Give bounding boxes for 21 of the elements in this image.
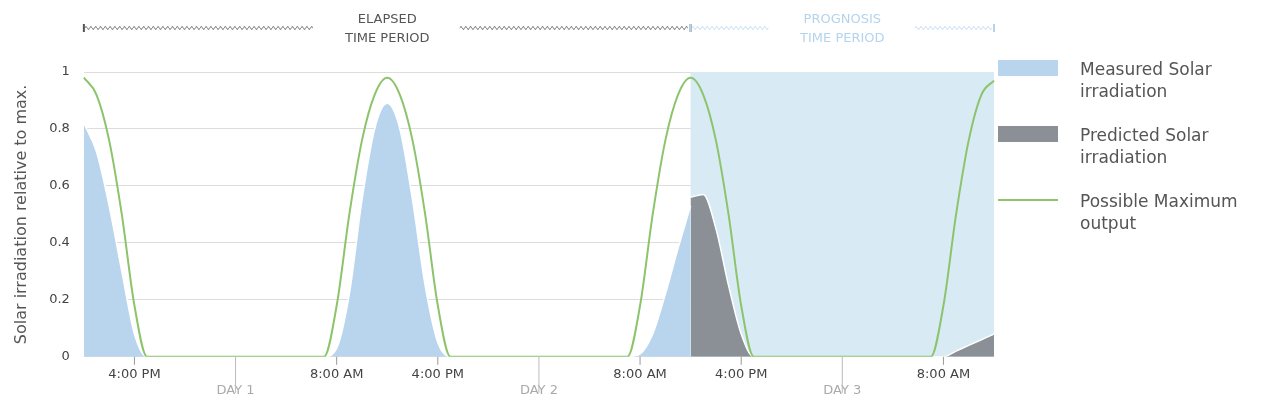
legend-label: Measured Solar irradiation [1080,58,1213,102]
x-tick-label: 4:00 PM [411,365,465,381]
y-tick-label: 0 [61,348,70,364]
text: PROGNOSIS TIME PERIOD [799,10,885,45]
legend-label: Predicted Solar irradiation [1080,124,1210,168]
text: ELAPSED TIME PERIOD [344,10,430,45]
x-tick-label: 4:00 PM [108,365,161,381]
x-tick-label: 8:00 AM [613,365,667,381]
x-tick-label: DAY 3 [823,381,862,397]
x-tick-label: 8:00 AM [309,365,364,381]
x-tick-label: DAY 2 [519,381,558,397]
y-axis-title: Solar irradiation relative to max. [10,84,30,345]
y-tick-label: 0.2 [49,291,70,307]
y-tick-label: 0.4 [49,234,70,250]
x-tick-label: 4:00 PM [714,365,768,381]
y-tick-label: 1 [61,63,70,79]
legend-label: Possible Maximum output [1080,190,1239,234]
y-tick-label: 0.6 [49,177,70,193]
y-tick-label: 0.8 [49,120,70,136]
x-tick-label: DAY 1 [216,381,255,397]
x-tick-label: 8:00 AM [916,365,971,381]
